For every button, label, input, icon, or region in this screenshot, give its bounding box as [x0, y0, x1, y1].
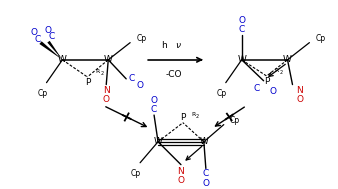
- Text: C: C: [151, 105, 157, 114]
- Text: C: C: [48, 33, 55, 41]
- Text: R: R: [95, 69, 100, 74]
- Text: O: O: [150, 96, 158, 105]
- Text: h: h: [162, 41, 171, 50]
- Text: R: R: [191, 112, 195, 117]
- Text: Cp: Cp: [136, 34, 146, 43]
- Text: N: N: [177, 167, 184, 176]
- Polygon shape: [47, 41, 63, 60]
- Text: W: W: [104, 55, 113, 64]
- Text: W: W: [237, 55, 246, 64]
- Text: Cp: Cp: [230, 116, 240, 125]
- Text: R: R: [274, 68, 279, 73]
- Text: W: W: [199, 137, 208, 146]
- Text: C: C: [128, 74, 135, 83]
- Text: O: O: [238, 15, 245, 25]
- Text: O: O: [30, 28, 37, 37]
- Text: O: O: [103, 95, 110, 104]
- Text: O: O: [136, 81, 143, 90]
- Text: 2: 2: [280, 70, 283, 75]
- Text: C: C: [34, 35, 41, 44]
- Text: ν: ν: [175, 41, 180, 50]
- Text: P: P: [84, 78, 90, 87]
- Text: Cp: Cp: [315, 34, 325, 43]
- Text: N: N: [296, 86, 303, 94]
- Text: -CO: -CO: [166, 70, 182, 79]
- Text: Cp: Cp: [38, 89, 48, 98]
- Text: Cp: Cp: [217, 89, 227, 98]
- Text: O: O: [177, 176, 185, 185]
- Text: W: W: [58, 55, 67, 64]
- Polygon shape: [40, 41, 63, 60]
- Text: C: C: [203, 169, 209, 178]
- Text: W: W: [283, 55, 292, 64]
- Text: O: O: [45, 26, 52, 35]
- Text: 2: 2: [196, 114, 199, 119]
- Text: O: O: [296, 95, 304, 104]
- Text: O: O: [202, 179, 209, 188]
- Text: W: W: [153, 137, 163, 146]
- Text: 2: 2: [100, 71, 103, 76]
- Text: Cp: Cp: [131, 169, 141, 178]
- Text: P: P: [264, 77, 269, 86]
- Text: P: P: [180, 113, 186, 122]
- Text: C: C: [239, 25, 245, 34]
- Text: C: C: [254, 84, 260, 93]
- Text: O: O: [270, 88, 276, 96]
- Text: N: N: [103, 86, 110, 94]
